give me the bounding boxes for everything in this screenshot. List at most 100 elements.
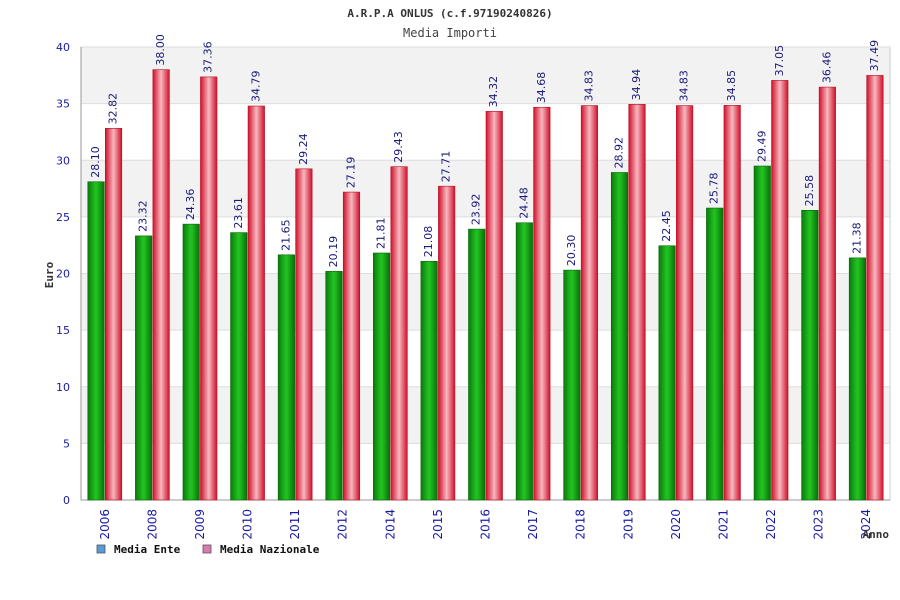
bar-label-media-nazionale-2011: 29.24	[297, 133, 310, 165]
x-tick-label-2014: 2014	[383, 509, 397, 540]
bar-media-nazionale-2009	[200, 76, 218, 501]
bar-media-ente-2023	[801, 210, 819, 501]
bar-media-nazionale-2008	[152, 69, 170, 501]
bar-media-ente-2009	[182, 223, 200, 501]
bar-label-media-ente-2024: 21.38	[850, 222, 863, 254]
bar-media-ente-2010	[230, 232, 248, 501]
bar-media-nazionale-2023	[818, 86, 836, 501]
bar-media-ente-2016	[468, 228, 486, 501]
legend-swatch-media-nazionale	[202, 544, 212, 554]
legend-label-media-nazionale: Media Nazionale	[220, 543, 320, 556]
x-axis-label: Anno	[863, 528, 890, 541]
bar-media-nazionale-2006	[104, 128, 123, 501]
chart-subtitle: Media Importi	[403, 26, 497, 40]
y-tick-label: 20	[56, 268, 70, 281]
x-tick-label-2010: 2010	[241, 509, 255, 540]
y-tick-label: 40	[56, 41, 70, 54]
bar-media-ente-2014	[373, 252, 391, 501]
y-axis-label: Euro	[43, 261, 56, 288]
y-tick-label: 35	[56, 98, 70, 111]
bar-media-nazionale-2022	[771, 80, 789, 501]
bar-label-media-nazionale-2018: 34.83	[582, 70, 595, 102]
bar-media-nazionale-2017	[533, 106, 551, 501]
chart-title: A.R.P.A ONLUS (c.f.97190240826)	[347, 7, 552, 20]
bar-media-ente-2017	[515, 222, 533, 501]
x-tick-label-2009: 2009	[193, 509, 207, 540]
legend-label-media-ente: Media Ente	[114, 543, 181, 556]
x-tick-label-2012: 2012	[336, 509, 350, 540]
x-tick-label-2016: 2016	[479, 509, 493, 540]
x-tick-label-2008: 2008	[145, 509, 159, 540]
bar-label-media-ente-2009: 24.36	[184, 189, 197, 221]
bar-media-nazionale-2012	[342, 191, 361, 501]
bar-label-media-nazionale-2012: 27.19	[344, 157, 357, 189]
x-tick-label-2017: 2017	[526, 509, 540, 540]
bar-label-media-nazionale-2009: 37.36	[202, 41, 215, 73]
bar-media-nazionale-2024	[866, 75, 884, 501]
bar-media-ente-2018	[563, 269, 581, 501]
bar-label-media-ente-2021: 25.78	[708, 173, 721, 205]
bar-label-media-ente-2018: 20.30	[565, 235, 578, 267]
bar-label-media-nazionale-2020: 34.83	[678, 70, 691, 102]
x-tick-label-2024: 2024	[859, 509, 873, 540]
x-tick-label-2011: 2011	[288, 509, 302, 540]
y-axis-ticks: 0 5 10 15 20 25 30 35 40	[56, 41, 70, 507]
x-tick-label-2019: 2019	[621, 509, 635, 540]
x-tick-label-2018: 2018	[574, 509, 588, 540]
y-tick-label: 25	[56, 211, 70, 224]
bar-label-media-ente-2022: 29.49	[755, 131, 768, 163]
bar-label-media-nazionale-2015: 27.71	[440, 151, 453, 183]
bar-label-media-ente-2023: 25.58	[803, 175, 816, 207]
bar-label-media-ente-2016: 23.92	[470, 194, 483, 226]
bar-media-nazionale-2014	[390, 166, 408, 501]
y-tick-label: 15	[56, 324, 70, 337]
y-tick-label: 10	[56, 381, 70, 394]
bar-media-ente-2021	[706, 207, 724, 501]
bar-label-media-nazionale-2024: 37.49	[868, 40, 881, 72]
bar-label-media-ente-2006: 28.10	[89, 146, 102, 178]
bars	[87, 69, 884, 501]
bar-media-ente-2006	[87, 181, 105, 501]
bar-media-nazionale-2018	[580, 105, 598, 501]
x-tick-label-2006: 2006	[98, 509, 112, 540]
bar-media-nazionale-2010	[247, 105, 265, 501]
bar-label-media-nazionale-2016: 34.32	[487, 76, 500, 108]
bar-media-ente-2024	[848, 257, 867, 501]
bar-label-media-nazionale-2022: 37.05	[773, 45, 786, 77]
x-axis-ticks: 2006 2008 2009 2010 2011 2012 2014 2015 2016 2017…	[98, 509, 873, 540]
bar-label-media-nazionale-2008: 38.00	[154, 34, 167, 66]
bar-media-ente-2020	[658, 245, 676, 501]
bar-media-ente-2019	[610, 172, 629, 501]
bar-media-ente-2015	[420, 260, 438, 501]
bar-media-nazionale-2021	[723, 105, 741, 501]
bar-label-media-ente-2015: 21.08	[422, 226, 435, 258]
bar-media-ente-2008	[135, 235, 153, 501]
bar-label-media-nazionale-2021: 34.85	[725, 70, 738, 102]
bar-label-media-nazionale-2010: 34.79	[249, 71, 262, 103]
bar-label-media-nazionale-2017: 34.68	[535, 72, 548, 104]
bar-media-ente-2022	[753, 165, 771, 501]
y-tick-label: 0	[63, 494, 70, 507]
x-tick-label-2023: 2023	[812, 509, 826, 540]
x-tick-label-2021: 2021	[716, 509, 730, 540]
bar-label-media-nazionale-2014: 29.43	[392, 131, 405, 163]
bar-media-nazionale-2011	[295, 168, 313, 501]
legend-swatch-media-ente	[96, 544, 106, 554]
bar-media-nazionale-2016	[485, 111, 503, 501]
bar-label-media-nazionale-2006: 32.82	[107, 93, 120, 125]
x-tick-label-2015: 2015	[431, 509, 445, 540]
y-tick-label: 30	[56, 154, 70, 167]
bar-label-media-ente-2011: 21.65	[279, 219, 292, 251]
x-tick-label-2020: 2020	[669, 509, 683, 540]
bar-label-media-ente-2012: 20.19	[327, 236, 340, 268]
bar-media-ente-2011	[277, 254, 295, 501]
bar-media-nazionale-2020	[676, 105, 694, 501]
bar-label-media-ente-2014: 21.81	[375, 218, 388, 250]
bar-label-media-ente-2017: 24.48	[517, 187, 530, 219]
bar-value-labels: 28.10 32.82 23.32 38.00 24.36 37.36 23.61 34.79…	[89, 34, 881, 267]
legend: Media Ente Media Nazionale	[96, 543, 320, 556]
y-tick-label: 5	[63, 437, 70, 450]
bar-label-media-ente-2008: 23.32	[137, 200, 150, 232]
bar-media-nazionale-2015	[438, 185, 456, 501]
